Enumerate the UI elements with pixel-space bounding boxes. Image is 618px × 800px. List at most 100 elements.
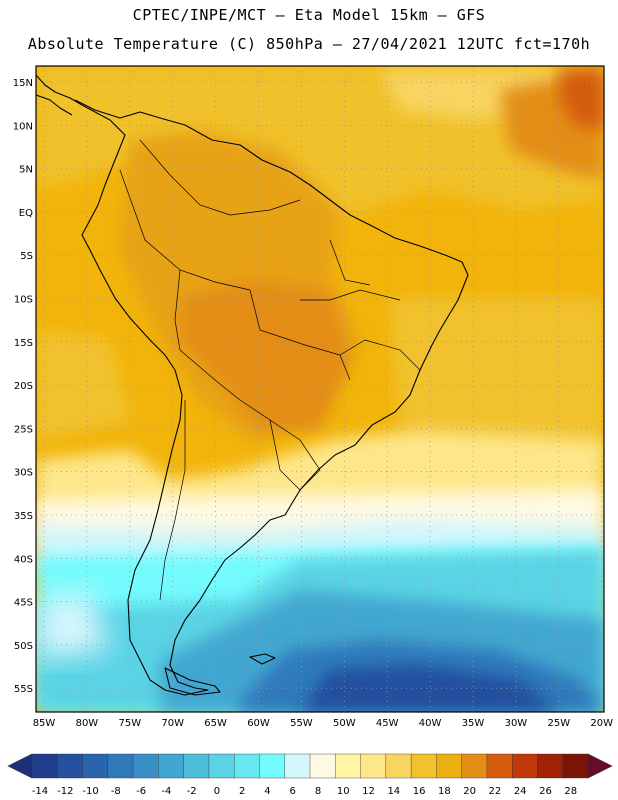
lat-label: 15S <box>14 338 33 349</box>
map-title-line-2: Absolute Temperature (C) 850hPa – 27/04/… <box>27 35 591 53</box>
field-atlantic-hot <box>560 70 604 130</box>
falklands <box>249 653 276 665</box>
lat-label: 15N <box>13 78 33 89</box>
colorbar-swatch <box>360 753 387 779</box>
colorbar-swatch <box>335 753 362 779</box>
border-line <box>139 139 301 216</box>
colorbar-label: 2 <box>239 786 245 797</box>
longitude-labels: 85W 80W 75W 70W 65W 60W 55W 50W 45W 40W … <box>33 718 613 729</box>
border-line <box>249 289 351 381</box>
lat-label: 5N <box>19 165 33 176</box>
colorbar-label: 6 <box>290 786 296 797</box>
colorbar-label: -2 <box>187 786 197 797</box>
coastlines <box>35 74 469 696</box>
lat-label: 40S <box>14 554 33 565</box>
border-line <box>239 399 321 491</box>
field-pacific-pale <box>36 590 110 660</box>
lat-label: 30S <box>14 468 33 479</box>
colorbar-swatch <box>132 753 159 779</box>
colorbar-label: 10 <box>337 786 350 797</box>
lat-label: 10N <box>13 121 33 132</box>
lon-label: 45W <box>376 718 399 729</box>
lon-label: 20W <box>590 718 613 729</box>
colorbar-label: 4 <box>264 786 270 797</box>
colorbar-label: 16 <box>413 786 426 797</box>
colorbar-swatch <box>233 753 260 779</box>
border-line <box>339 339 421 371</box>
temperature-field <box>36 66 604 712</box>
map-frame <box>35 65 605 713</box>
map-title-line-1: CPTEC/INPE/MCT – Eta Model 15km – GFS <box>132 6 486 24</box>
national-borders <box>119 139 421 601</box>
colorbar-swatch <box>410 753 437 779</box>
colorbar-label: -12 <box>57 786 73 797</box>
colorbar-label: -14 <box>32 786 48 797</box>
field-continent-hot <box>180 280 350 430</box>
lon-label: 35W <box>462 718 485 729</box>
latitude-labels: 15N 10N 5N EQ 5S 10S 15S 20S 25S 30S 35S… <box>13 78 33 695</box>
colorbar-label: 28 <box>564 786 577 797</box>
central-america-coastline <box>35 74 96 116</box>
colorbar-swatch <box>511 753 538 779</box>
lat-label: 35S <box>14 511 33 522</box>
border-line <box>269 419 301 491</box>
lon-label: 60W <box>247 718 270 729</box>
colorbar: -14 -12 -10 -8 -6 -4 -2 0 2 4 6 8 10 12 … <box>7 753 613 797</box>
colorbar-swatch <box>461 753 488 779</box>
colorbar-label: -4 <box>161 786 171 797</box>
lon-label: 30W <box>505 718 528 729</box>
lon-label: 55W <box>290 718 313 729</box>
border-line <box>159 400 186 601</box>
lon-label: 50W <box>333 718 356 729</box>
colorbar-label: -10 <box>82 786 98 797</box>
tierra-del-fuego <box>164 667 221 696</box>
border-line <box>329 239 371 286</box>
colorbar-label: 0 <box>214 786 220 797</box>
border-line <box>300 289 401 301</box>
lat-label: 5S <box>20 251 33 262</box>
lat-label: 10S <box>14 295 33 306</box>
field-blue-4 <box>300 665 560 712</box>
lat-label: 25S <box>14 424 33 435</box>
colorbar-label: -8 <box>111 786 121 797</box>
lon-label: 25W <box>547 718 570 729</box>
colorbar-swatch <box>57 753 84 779</box>
colorbar-swatch <box>183 753 210 779</box>
lon-label: 65W <box>204 718 227 729</box>
colorbar-swatch <box>309 753 336 779</box>
colorbar-under-arrow <box>7 753 33 779</box>
lon-label: 70W <box>161 718 184 729</box>
colorbar-swatch <box>562 753 589 779</box>
lat-label: 50S <box>14 641 33 652</box>
colorbar-label: 24 <box>514 786 527 797</box>
colorbar-label: -6 <box>136 786 146 797</box>
lon-label: 75W <box>118 718 141 729</box>
colorbar-swatch <box>486 753 513 779</box>
colorbar-swatch <box>208 753 235 779</box>
colorbar-swatch <box>158 753 185 779</box>
colorbar-label: 26 <box>539 786 552 797</box>
colorbar-swatch <box>107 753 134 779</box>
colorbar-swatch <box>82 753 109 779</box>
colorbar-label: 20 <box>463 786 476 797</box>
lat-label: 45S <box>14 598 33 609</box>
lon-label: 85W <box>33 718 56 729</box>
field-pacific-yellow <box>36 330 130 440</box>
lat-label: 20S <box>14 381 33 392</box>
colorbar-swatch <box>537 753 564 779</box>
lat-label: 55S <box>14 684 33 695</box>
colorbar-swatch <box>259 753 286 779</box>
colorbar-label: 18 <box>438 786 451 797</box>
colorbar-swatch <box>385 753 412 779</box>
colorbar-over-arrow <box>587 753 613 779</box>
lat-label: EQ <box>19 208 33 219</box>
colorbar-swatch <box>284 753 311 779</box>
colorbar-label: 8 <box>315 786 321 797</box>
colorbar-swatch <box>31 753 58 779</box>
field-atlantic-yellow <box>390 300 604 450</box>
lon-label: 40W <box>419 718 442 729</box>
colorbar-label: 22 <box>489 786 502 797</box>
south-america-coastline <box>74 99 469 696</box>
colorbar-swatch <box>436 753 463 779</box>
